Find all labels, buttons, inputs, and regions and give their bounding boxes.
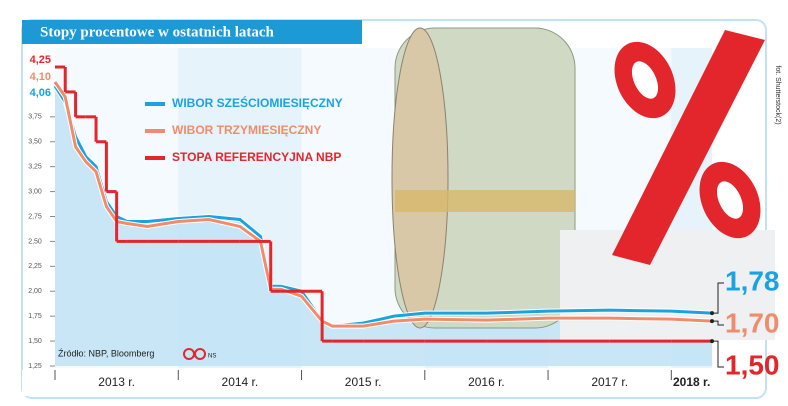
x-tick-label: 2017 r. — [591, 375, 628, 389]
y-tick-label: 2,75 — [28, 213, 42, 220]
end-value-label: 1,70 — [725, 307, 780, 338]
source: Źródło: NBP, Bloomberg — [58, 348, 154, 358]
y-tick-label: 1,50 — [28, 338, 42, 345]
start-value-label: 4,25 — [30, 54, 51, 66]
hole — [631, 61, 659, 99]
source-initials: NS — [208, 354, 216, 360]
hole — [716, 181, 744, 219]
logo — [183, 348, 206, 360]
y-tick-label: 1,25 — [28, 363, 42, 370]
y-tick-label: 3,75 — [28, 114, 42, 121]
legend-label: WIBOR TRZYMIESIĘCZNY — [172, 123, 321, 137]
band — [395, 190, 575, 212]
y-tick-label: 1,75 — [28, 313, 42, 320]
x-tick-label: 2013 r. — [98, 375, 135, 389]
y-tick-label: 2,50 — [28, 238, 42, 245]
x-tick-label: 2016 r. — [468, 375, 505, 389]
y-tick-label: 3,00 — [28, 188, 42, 195]
area — [55, 85, 712, 366]
roll-end — [391, 27, 449, 329]
step-line — [55, 65, 712, 343]
end-bracket — [712, 340, 724, 368]
legend-label: WIBOR SZEŚCIOMIESIĘCZNY — [172, 95, 343, 110]
x-tick-label: 2015 r. — [345, 375, 382, 389]
end-value-label: 1,78 — [725, 265, 780, 296]
y-tick-label: 2,25 — [28, 263, 42, 270]
title-banner — [22, 20, 362, 44]
line — [53, 81, 713, 328]
chart-title: Stopy procentowe w ostatnich latach — [40, 24, 275, 40]
end-bracket — [712, 282, 724, 314]
y-tick-label: 3,25 — [28, 164, 42, 171]
end-bracket — [712, 320, 724, 326]
start-value-label: 4,06 — [30, 87, 51, 99]
legend-label: STOPA REFERENCYJNA NBP — [172, 150, 341, 164]
end-value-label: 1,50 — [725, 349, 780, 380]
x-tick-label: 2014 r. — [222, 375, 259, 389]
x-axis-band — [22, 370, 712, 396]
photo-credit: fot. Shutterstock(2) — [774, 65, 781, 124]
y-tick-label: 2,00 — [28, 288, 42, 295]
photo — [391, 27, 775, 340]
x-tick-label: 2018 r. — [673, 375, 710, 389]
y-tick-label: 3,50 — [28, 139, 42, 146]
start-value-label: 4,10 — [30, 71, 51, 83]
ice — [560, 230, 775, 340]
